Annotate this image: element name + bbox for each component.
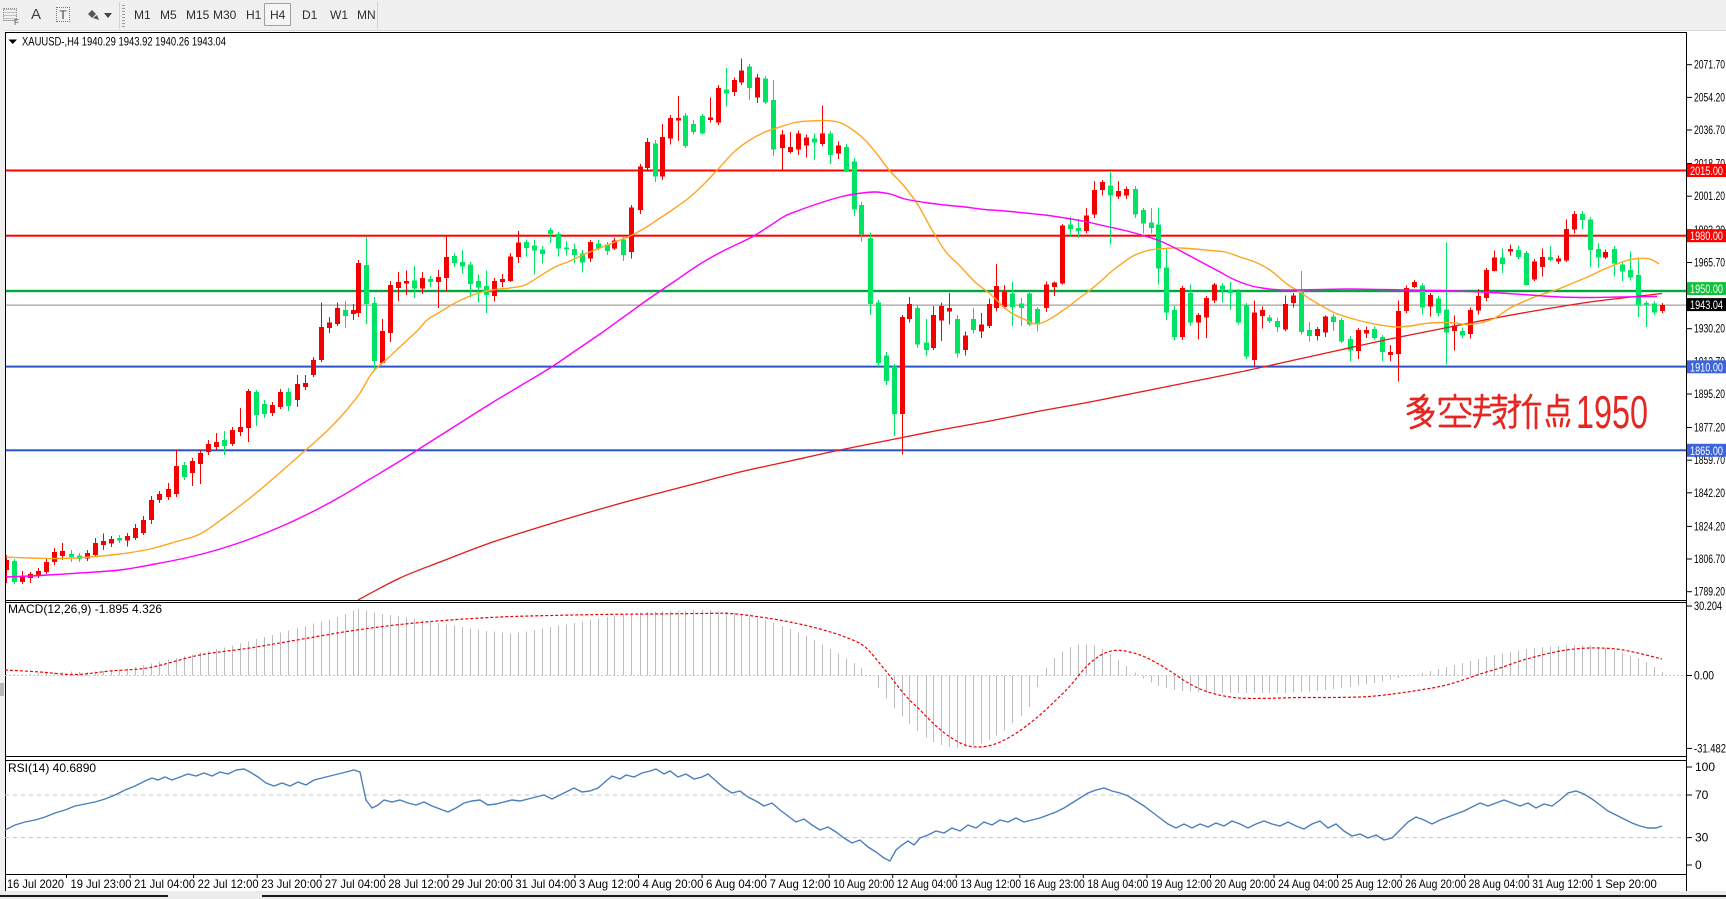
svg-text:30: 30 <box>1695 831 1709 845</box>
svg-text:RSI(14) 40.6890: RSI(14) 40.6890 <box>8 761 96 775</box>
svg-text:21 Jul 04:00: 21 Jul 04:00 <box>134 877 195 891</box>
svg-text:23 Jul 20:00: 23 Jul 20:00 <box>261 877 322 891</box>
svg-text:1930.20: 1930.20 <box>1694 322 1725 336</box>
svg-text:1 Sep 20:00: 1 Sep 20:00 <box>1596 877 1657 891</box>
svg-text:1877.20: 1877.20 <box>1694 421 1725 435</box>
svg-text:26 Aug 20:00: 26 Aug 20:00 <box>1405 877 1466 891</box>
svg-text:25 Aug 12:00: 25 Aug 12:00 <box>1342 877 1403 891</box>
svg-text:19 Aug 12:00: 19 Aug 12:00 <box>1151 877 1212 891</box>
svg-text:1824.20: 1824.20 <box>1694 519 1725 533</box>
svg-text:2001.20: 2001.20 <box>1694 189 1725 203</box>
svg-text:1910.00: 1910.00 <box>1690 360 1723 374</box>
svg-text:4 Aug 20:00: 4 Aug 20:00 <box>643 877 704 891</box>
svg-text:1806.70: 1806.70 <box>1694 552 1725 566</box>
svg-text:10 Aug 20:00: 10 Aug 20:00 <box>833 877 894 891</box>
svg-text:0.00: 0.00 <box>1694 669 1714 683</box>
svg-text:XAUUSD-,H4 1940.29 1943.92 19: XAUUSD-,H4 1940.29 1943.92 1940.26 1943.… <box>22 35 226 49</box>
svg-text:6 Aug 04:00: 6 Aug 04:00 <box>706 877 767 891</box>
svg-text:13 Aug 12:00: 13 Aug 12:00 <box>960 877 1021 891</box>
svg-text:100: 100 <box>1695 760 1715 774</box>
svg-text:18 Aug 04:00: 18 Aug 04:00 <box>1087 877 1148 891</box>
svg-text:28 Jul 12:00: 28 Jul 12:00 <box>388 877 449 891</box>
svg-text:-31.482: -31.482 <box>1694 741 1726 755</box>
svg-text:12 Aug 04:00: 12 Aug 04:00 <box>897 877 958 891</box>
svg-text:2036.70: 2036.70 <box>1694 123 1725 137</box>
svg-text:27 Jul 04:00: 27 Jul 04:00 <box>325 877 386 891</box>
svg-text:16 Aug 23:00: 16 Aug 23:00 <box>1024 877 1085 891</box>
svg-text:2071.70: 2071.70 <box>1694 58 1725 72</box>
svg-text:1842.20: 1842.20 <box>1694 486 1725 500</box>
svg-text:1895.20: 1895.20 <box>1694 387 1725 401</box>
svg-text:70: 70 <box>1695 788 1709 802</box>
svg-text:2015.00: 2015.00 <box>1690 164 1723 178</box>
svg-text:0: 0 <box>1695 858 1702 872</box>
svg-text:MACD(12,26,9) -1.895 4.326: MACD(12,26,9) -1.895 4.326 <box>8 602 162 616</box>
svg-text:1965.70: 1965.70 <box>1694 256 1725 270</box>
svg-text:7 Aug 12:00: 7 Aug 12:00 <box>770 877 831 891</box>
svg-text:31 Aug 12:00: 31 Aug 12:00 <box>1532 877 1593 891</box>
svg-text:1943.04: 1943.04 <box>1690 298 1723 312</box>
svg-text:1789.20: 1789.20 <box>1694 585 1725 599</box>
svg-text:19 Jul 23:00: 19 Jul 23:00 <box>71 877 132 891</box>
svg-text:2054.20: 2054.20 <box>1694 90 1725 104</box>
svg-text:28 Aug 04:00: 28 Aug 04:00 <box>1469 877 1530 891</box>
svg-text:20 Aug 20:00: 20 Aug 20:00 <box>1215 877 1276 891</box>
svg-text:16 Jul 2020: 16 Jul 2020 <box>7 877 64 891</box>
svg-text:3 Aug 12:00: 3 Aug 12:00 <box>579 877 640 891</box>
svg-text:31 Jul 04:00: 31 Jul 04:00 <box>515 877 576 891</box>
svg-text:29 Jul 20:00: 29 Jul 20:00 <box>452 877 513 891</box>
svg-text:1950.00: 1950.00 <box>1690 282 1723 296</box>
svg-text:30.204: 30.204 <box>1694 599 1722 613</box>
svg-text:1865.00: 1865.00 <box>1690 444 1723 458</box>
svg-text:22 Jul 12:00: 22 Jul 12:00 <box>198 877 259 891</box>
svg-text:1980.00: 1980.00 <box>1690 229 1723 243</box>
svg-text:1950: 1950 <box>1576 386 1648 438</box>
svg-text:24 Aug 04:00: 24 Aug 04:00 <box>1278 877 1339 891</box>
